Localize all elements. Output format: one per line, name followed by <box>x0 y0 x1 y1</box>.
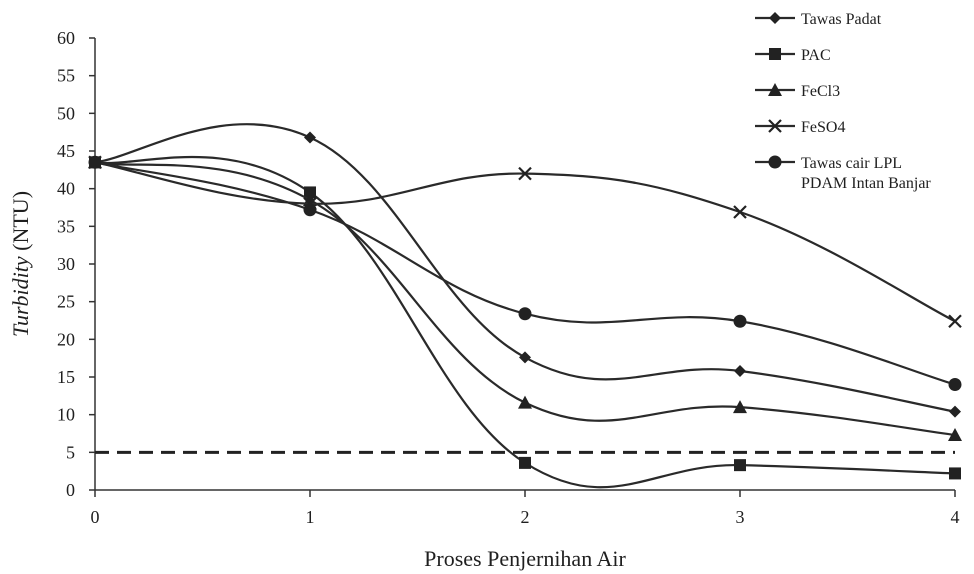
y-tick-label: 25 <box>57 292 75 312</box>
data-point-cross <box>948 314 962 329</box>
y-axis-label: Turbidity (NTU) <box>8 191 33 337</box>
series-layer <box>88 123 962 489</box>
data-point-diamond <box>949 405 961 418</box>
data-point-cross <box>518 166 532 181</box>
data-point-diamond <box>304 131 316 144</box>
series-line <box>94 123 956 413</box>
x-tick-label: 0 <box>91 507 100 527</box>
y-axis-label-italic: Turbidity <box>8 256 33 337</box>
data-point-circle <box>518 307 532 321</box>
legend-marker <box>769 12 781 24</box>
legend-item: FeSO4 <box>755 119 845 136</box>
legend-label: Tawas cair LPL PDAM Intan Banjar <box>801 155 931 192</box>
legend-marker <box>768 83 782 96</box>
y-tick-label: 20 <box>57 329 75 349</box>
legend-item: PAC <box>755 47 831 64</box>
data-point-triangle <box>518 395 532 409</box>
x-tick-label: 4 <box>951 507 960 527</box>
y-tick-label: 30 <box>57 254 75 274</box>
data-point-triangle <box>948 428 962 442</box>
y-axis-label-unit: (NTU) <box>8 191 33 256</box>
legend-label: FeSO4 <box>801 119 845 136</box>
legend-label: PAC <box>801 47 831 64</box>
data-point-triangle <box>733 400 747 414</box>
legend-label: Tawas Padat <box>801 11 882 28</box>
data-point-circle <box>88 155 102 169</box>
y-tick-label: 60 <box>57 28 75 48</box>
data-point-square <box>949 467 961 480</box>
y-tick-label: 0 <box>66 480 75 500</box>
legend-marker <box>768 119 782 133</box>
series-line <box>94 161 956 386</box>
x-tick-label: 3 <box>736 507 745 527</box>
y-axis-ticks: 0 5 10 15 20 25 30 35 40 45 50 55 60 <box>57 28 95 500</box>
data-point-square <box>734 459 746 472</box>
legend-marker <box>768 155 782 169</box>
legend-marker <box>769 48 781 60</box>
series-2 <box>88 155 962 442</box>
legend: Tawas Padat PAC FeCl3 FeSO4 Tawas cair LPL PD… <box>755 11 931 192</box>
y-tick-label: 40 <box>57 179 75 199</box>
x-axis-label: Proses Penjernihan Air <box>424 546 626 571</box>
y-tick-label: 45 <box>57 141 75 161</box>
legend-label: FeCl3 <box>801 83 840 100</box>
x-tick-label: 1 <box>306 507 315 527</box>
data-point-circle <box>303 203 317 217</box>
y-tick-label: 5 <box>66 442 75 462</box>
series-4 <box>88 155 962 392</box>
legend-item: FeCl3 <box>755 83 840 100</box>
y-tick-label: 10 <box>57 405 75 425</box>
y-tick-label: 50 <box>57 103 75 123</box>
data-point-diamond <box>734 364 746 377</box>
y-tick-label: 35 <box>57 216 75 236</box>
series-1 <box>89 155 961 489</box>
series-line <box>94 161 956 437</box>
data-point-circle <box>733 314 747 328</box>
legend-item: Tawas Padat <box>755 11 882 28</box>
data-point-diamond <box>519 351 531 364</box>
data-point-cross <box>733 205 747 219</box>
data-point-square <box>304 186 316 199</box>
series-line <box>94 155 956 489</box>
legend-item: Tawas cair LPL PDAM Intan Banjar <box>755 155 931 192</box>
y-tick-label: 55 <box>57 66 75 86</box>
data-point-square <box>519 456 531 469</box>
data-point-circle <box>948 378 962 392</box>
x-axis-ticks: 0 1 2 3 4 <box>91 490 960 527</box>
x-tick-label: 2 <box>521 507 530 527</box>
y-tick-label: 15 <box>57 367 75 387</box>
